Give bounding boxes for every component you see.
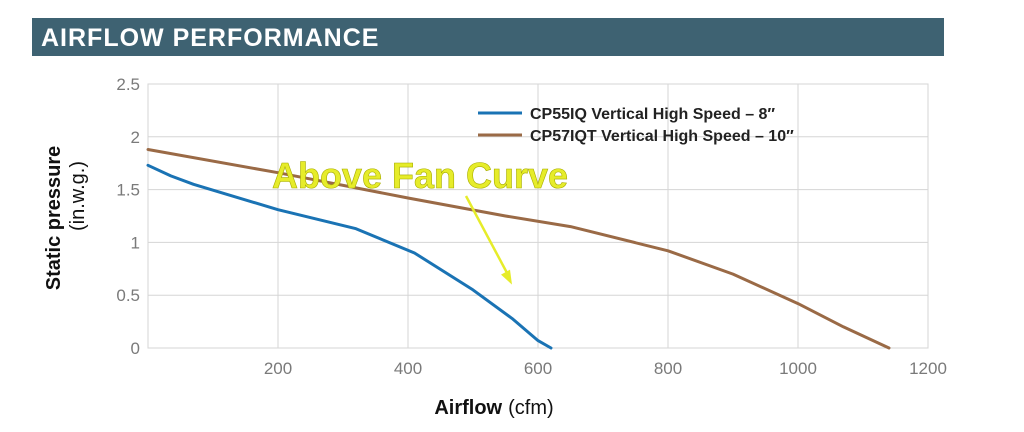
x-tick-label: 800 [654, 359, 682, 378]
series-lines [146, 148, 891, 350]
section-header: AIRFLOW PERFORMANCE [32, 18, 944, 56]
annotation-arrowhead [501, 269, 512, 285]
annotation: Above Fan Curve [272, 155, 568, 285]
x-tick-label: 600 [524, 359, 552, 378]
y-tick-label: 0 [131, 339, 140, 358]
x-axis-title: Airflow (cfm) [434, 397, 553, 419]
tick-labels: 200 400 600 800 1000 1200 0 0.5 1 1.5 2 2.5 [116, 75, 947, 378]
legend-label: CP55IQ Vertical High Speed – 8″ [530, 106, 775, 123]
y-tick-label: 0.5 [116, 286, 140, 305]
annotation-text: Above Fan Curve [272, 155, 568, 196]
y-axis-unit: (in.w.g.) [67, 161, 89, 231]
y-tick-label: 2.5 [116, 75, 140, 94]
x-tick-label: 200 [264, 359, 292, 378]
y-tick-label: 1.5 [116, 181, 140, 200]
y-tick-label: 1 [131, 233, 140, 252]
y-tick-label: 2 [131, 128, 140, 147]
x-tick-label: 1000 [779, 359, 817, 378]
page-title: AIRFLOW PERFORMANCE [41, 24, 380, 52]
x-axis-label: Airflow [434, 397, 502, 419]
x-axis-unit: (cfm) [508, 397, 554, 419]
x-tick-label: 400 [394, 359, 422, 378]
x-tick-label: 1200 [909, 359, 947, 378]
annotation-arrow [464, 195, 511, 278]
series-line-2 [146, 148, 891, 350]
series-line-1 [146, 163, 553, 350]
grid [147, 83, 929, 349]
y-axis-label: Static pressure [43, 146, 65, 291]
legend: CP55IQ Vertical High Speed – 8″ CP57IQT V… [478, 106, 794, 145]
legend-label: CP57IQT Vertical High Speed – 10″ [530, 128, 794, 145]
